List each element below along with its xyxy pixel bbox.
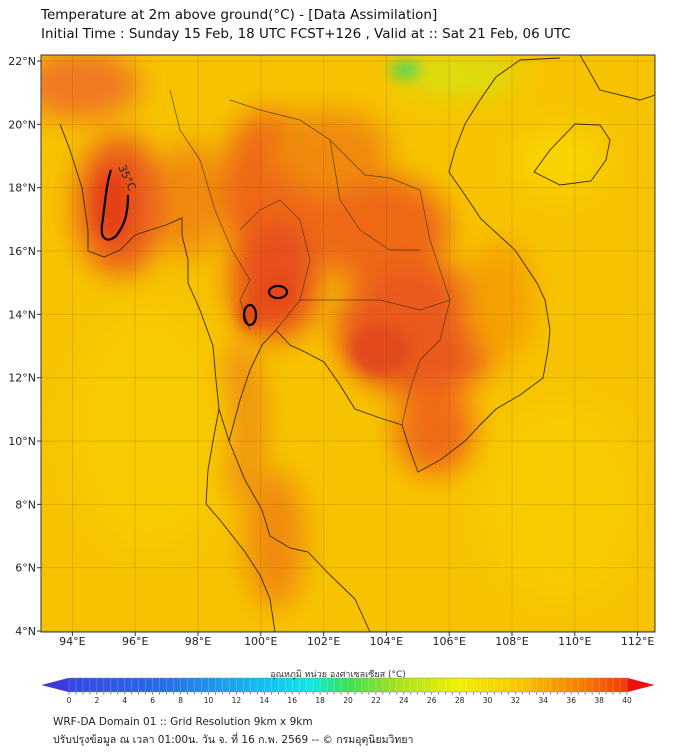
colorbar-tick-label: 18	[315, 696, 325, 705]
contour-35c	[100, 169, 289, 327]
colorbar-tick-label: 6	[150, 696, 155, 705]
lat-label: 18°N	[8, 182, 36, 195]
colorbar-tick-label: 2	[95, 696, 100, 705]
colorbar-tick-label: 0	[67, 696, 72, 705]
lat-label: 10°N	[8, 435, 36, 448]
colorbar-tick-label: 36	[566, 696, 576, 705]
colorbar-tick-label: 30	[483, 696, 493, 705]
lat-label: 14°N	[8, 308, 36, 321]
lon-label: 96°E	[122, 635, 148, 648]
coastlines	[59, 55, 655, 632]
lat-label: 12°N	[8, 372, 36, 385]
colorbar-tick-label: 32	[511, 696, 521, 705]
colorbar-tick-label: 40	[622, 696, 632, 705]
colorbar-tick-label: 14	[260, 696, 270, 705]
chart-subtitle: Initial Time : Sunday 15 Feb, 18 UTC FCS…	[41, 26, 571, 42]
colorbar-tick-label: 34	[539, 696, 549, 705]
lon-label: 106°E	[432, 635, 465, 648]
colorbar-tick-label: 26	[427, 696, 437, 705]
borders	[169, 89, 451, 426]
lon-label: 102°E	[307, 635, 340, 648]
colorbar-tick-label: 10	[204, 696, 214, 705]
lat-label: 6°N	[15, 562, 36, 575]
colorbar: 0 2 4 6 8 10 12 14 16 18 20 22 24 26 28 30 32 34 36 38 40	[41, 677, 655, 705]
latitude-labels: 22°N 20°N 18°N 16°N 14°N 12°N 10°N 8°N 6°N 4°N	[8, 55, 41, 638]
colorbar-label: อุณหภูมิ หน่วย องศาเซลเซียส (°C)	[270, 670, 406, 680]
lon-label: 100°E	[244, 635, 277, 648]
lon-label: 110°E	[558, 635, 591, 648]
footer-update-info: ปรับปรุงข้อมูล ณ เวลา 01:00น. วัน จ. ที่…	[53, 734, 414, 746]
chart-title: Temperature at 2m above ground(°C) - [Da…	[41, 7, 438, 23]
lat-label: 4°N	[15, 625, 36, 638]
lon-label: 108°E	[495, 635, 528, 648]
map-field: 35°C	[41, 55, 655, 632]
colorbar-tick-label: 24	[399, 696, 409, 705]
map-frame	[40, 54, 656, 633]
lat-label: 8°N	[15, 498, 36, 511]
lon-label: 112°E	[621, 635, 654, 648]
colorbar-tick-label: 8	[178, 696, 183, 705]
colorbar-tick-label: 12	[232, 696, 242, 705]
footer-model-info: WRF-DA Domain 01 :: Grid Resolution 9km …	[53, 716, 313, 728]
colorbar-tick-label: 16	[287, 696, 297, 705]
colorbar-tick-label: 22	[371, 696, 381, 705]
lat-label: 16°N	[8, 245, 36, 258]
lon-label: 104°E	[370, 635, 403, 648]
longitude-labels: 94°E 96°E 98°E 100°E 102°E 104°E 106°E 108°E 110…	[59, 632, 654, 648]
colorbar-tick-label: 28	[455, 696, 465, 705]
lon-label: 98°E	[185, 635, 211, 648]
colorbar-tick-label: 20	[343, 696, 353, 705]
lat-label: 22°N	[8, 55, 36, 68]
graticule	[41, 55, 655, 632]
colorbar-tick-label: 38	[594, 696, 604, 705]
lat-label: 20°N	[8, 118, 36, 131]
lon-label: 94°E	[59, 635, 85, 648]
colorbar-tick-label: 4	[122, 696, 127, 705]
